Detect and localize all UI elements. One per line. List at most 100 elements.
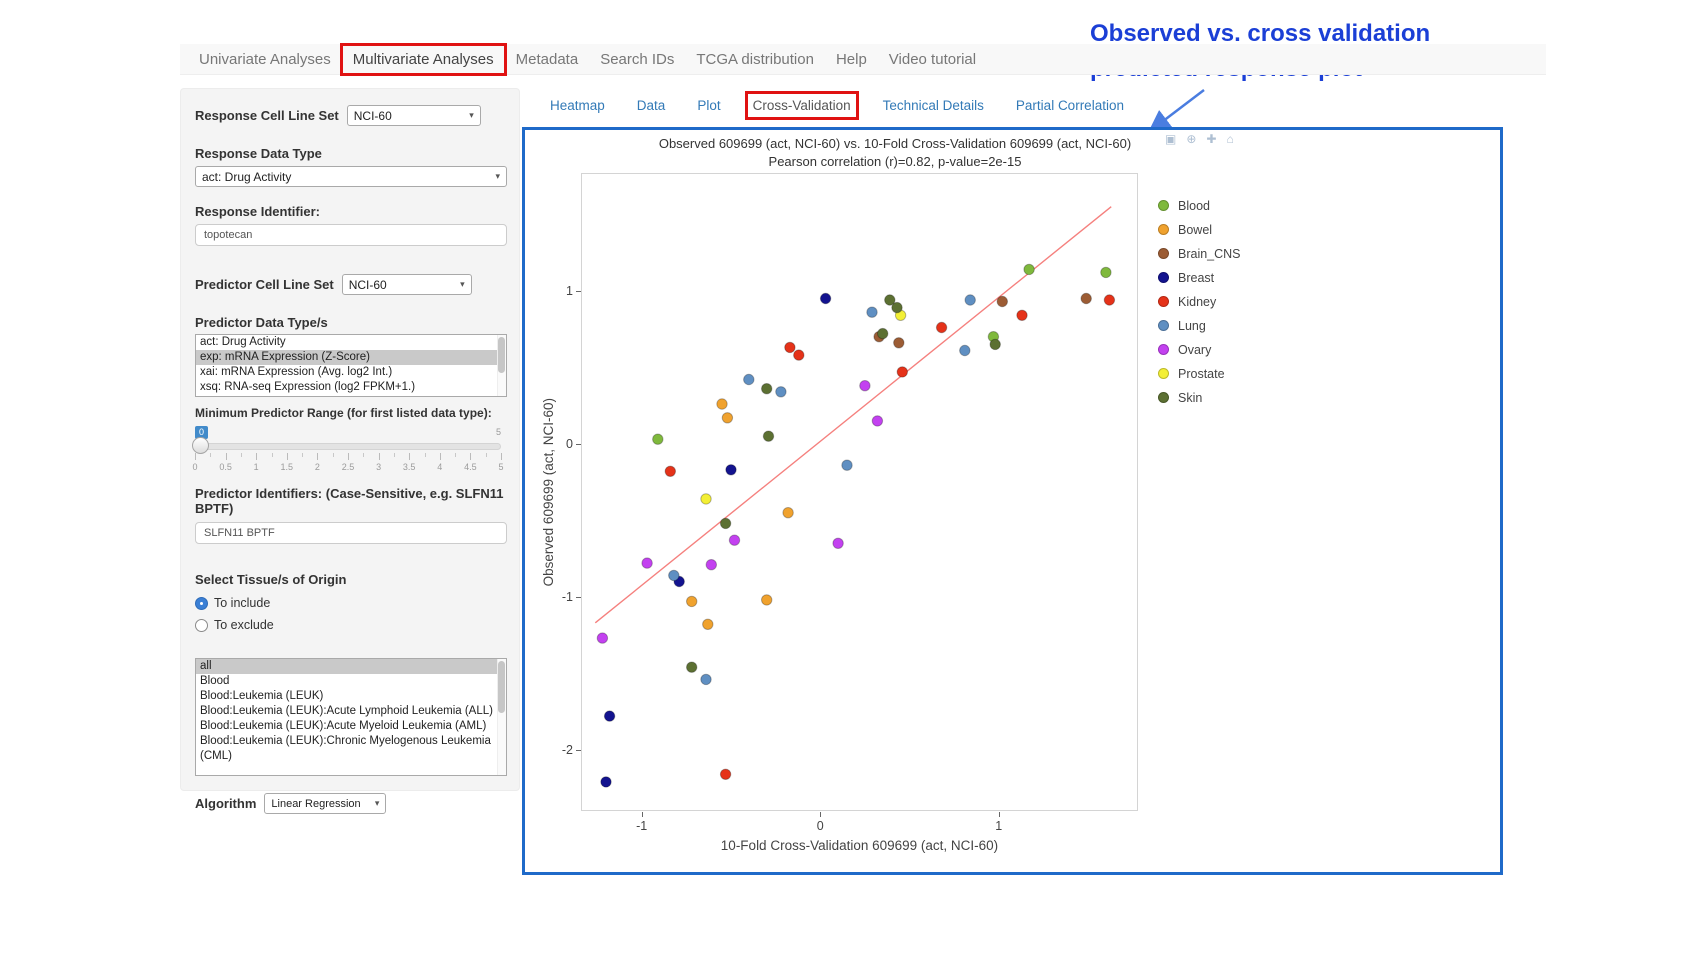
legend-item-prostate[interactable]: Prostate: [1158, 364, 1241, 383]
data-point-breast[interactable]: [725, 464, 737, 476]
zoom-icon[interactable]: ⊕: [1186, 132, 1197, 146]
legend-item-ovary[interactable]: Ovary: [1158, 340, 1241, 359]
list-option-exp-mrna-expression-z-score[interactable]: exp: mRNA Expression (Z-Score): [196, 350, 506, 365]
list-option-xsq-rna-seq-expression-log2-fpkm-1[interactable]: xsq: RNA-seq Expression (log2 FPKM+1.): [200, 381, 416, 393]
data-point-skin[interactable]: [884, 294, 896, 306]
list-option-blood-leukemia-leuk-acute-myeloid-leukemia-aml[interactable]: Blood:Leukemia (LEUK):Acute Myeloid Leuk…: [200, 720, 487, 732]
data-point-lung[interactable]: [743, 373, 755, 386]
nav-item-search-ids[interactable]: Search IDs: [600, 50, 675, 68]
tab-heatmap[interactable]: Heatmap: [550, 98, 605, 113]
radio-to-include[interactable]: To include: [195, 596, 505, 610]
nav-item-tcga-distribution[interactable]: TCGA distribution: [696, 50, 814, 68]
data-point-lung[interactable]: [866, 306, 878, 318]
data-point-kidney[interactable]: [719, 768, 732, 780]
data-point-bowel[interactable]: [782, 507, 794, 519]
radio-button-icon[interactable]: [195, 596, 208, 610]
nav-item-univariate-analyses[interactable]: Univariate Analyses: [199, 50, 331, 68]
legend-item-kidney[interactable]: Kidney: [1158, 292, 1241, 311]
scrollbar[interactable]: [497, 335, 506, 396]
data-point-skin[interactable]: [989, 338, 1001, 351]
data-point-kidney[interactable]: [664, 465, 677, 477]
data-point-bowel[interactable]: [761, 594, 773, 606]
tissue-list[interactable]: all Blood Blood:Leukemia (LEUK) Blood:Leuke…: [195, 658, 507, 776]
nav-item-multivariate-analyses[interactable]: Multivariate Analyses: [339, 42, 507, 76]
data-point-kidney[interactable]: [1103, 294, 1116, 306]
legend-item-blood[interactable]: Blood: [1158, 196, 1241, 215]
slider-handle[interactable]: [192, 437, 209, 454]
data-point-ovary[interactable]: [705, 559, 718, 571]
predictor-data-type-list[interactable]: act: Drug Activity exp: mRNA Expression (…: [195, 334, 507, 397]
scrollbar-thumb[interactable]: [498, 337, 505, 373]
data-point-breast[interactable]: [603, 710, 616, 722]
nav-item-metadata[interactable]: Metadata: [515, 50, 579, 68]
list-option-blood[interactable]: Blood: [200, 675, 230, 687]
data-point-brain-cns[interactable]: [1080, 292, 1092, 305]
response-cell-line-set-select[interactable]: NCI-60 ▾: [346, 105, 481, 126]
data-point-lung[interactable]: [964, 294, 976, 306]
camera-icon[interactable]: ▣: [1165, 132, 1177, 146]
data-point-breast[interactable]: [600, 776, 612, 788]
data-point-lung[interactable]: [959, 344, 971, 357]
plot-panel[interactable]: [581, 173, 1138, 811]
scrollbar-thumb[interactable]: [498, 661, 505, 713]
slider-track[interactable]: [195, 443, 501, 450]
data-point-ovary[interactable]: [871, 415, 884, 427]
min-predictor-range-slider[interactable]: 0 5 0 0.5 1 1.5 2 2.5 3 3.5 4 4.5 5: [192, 426, 504, 474]
nav-item-help[interactable]: Help: [835, 50, 867, 68]
list-option-act-drug-activity[interactable]: act: Drug Activity: [200, 336, 286, 348]
legend-item-bowel[interactable]: Bowel: [1158, 220, 1241, 239]
data-point-kidney[interactable]: [1016, 309, 1028, 322]
data-point-lung[interactable]: [668, 569, 680, 582]
data-point-lung[interactable]: [841, 459, 853, 471]
data-point-kidney[interactable]: [793, 349, 805, 361]
data-point-kidney[interactable]: [784, 341, 796, 354]
data-point-blood[interactable]: [1023, 263, 1035, 276]
data-point-bowel[interactable]: [686, 595, 698, 608]
data-point-bowel[interactable]: [716, 398, 728, 410]
data-point-ovary[interactable]: [728, 534, 741, 546]
data-point-ovary[interactable]: [641, 557, 653, 569]
radio-button-icon[interactable]: [195, 618, 208, 632]
list-option-blood-leukemia-leuk[interactable]: Blood:Leukemia (LEUK): [200, 690, 324, 702]
data-point-bowel[interactable]: [721, 412, 734, 424]
algorithm-select[interactable]: Linear Regression ▾: [264, 793, 387, 814]
data-point-skin[interactable]: [686, 661, 698, 673]
pan-icon[interactable]: ✚: [1206, 132, 1217, 146]
response-data-type-select[interactable]: act: Drug Activity ▾: [195, 166, 507, 187]
data-point-ovary[interactable]: [832, 537, 844, 549]
list-option-all[interactable]: all: [196, 659, 506, 674]
predictor-identifiers-input[interactable]: [195, 522, 507, 544]
data-point-brain-cns[interactable]: [893, 337, 905, 349]
data-point-skin[interactable]: [762, 430, 775, 442]
data-point-blood[interactable]: [1100, 266, 1112, 279]
tab-data[interactable]: Data: [636, 98, 666, 113]
data-point-bowel[interactable]: [702, 618, 714, 630]
data-point-lung[interactable]: [775, 386, 787, 398]
legend-item-breast[interactable]: Breast: [1158, 268, 1241, 287]
data-point-ovary[interactable]: [859, 380, 871, 392]
tab-plot[interactable]: Plot: [697, 98, 721, 113]
scatter-plot[interactable]: [581, 173, 1138, 811]
predictor-cell-line-set-select[interactable]: NCI-60 ▾: [341, 274, 472, 295]
data-point-breast[interactable]: [819, 292, 832, 305]
tab-cross-validation[interactable]: Cross-Validation: [744, 91, 859, 120]
nav-item-video-tutorial[interactable]: Video tutorial: [888, 50, 977, 68]
response-identifier-input[interactable]: [195, 224, 507, 246]
tab-partial-correlation[interactable]: Partial Correlation: [1015, 98, 1124, 113]
data-point-skin[interactable]: [761, 383, 773, 395]
data-point-kidney[interactable]: [935, 321, 948, 334]
tab-technical-details[interactable]: Technical Details: [882, 98, 984, 113]
data-point-skin[interactable]: [891, 301, 903, 314]
list-option-xai-mrna-expression-avg-log2-int[interactable]: xai: mRNA Expression (Avg. log2 Int.): [200, 366, 393, 378]
scrollbar[interactable]: [497, 659, 506, 775]
data-point-skin[interactable]: [877, 327, 889, 340]
data-point-skin[interactable]: [719, 517, 732, 530]
data-point-brain-cns[interactable]: [996, 295, 1008, 308]
list-option-blood-leukemia-leuk-acute-lymphoid-leukemia-all[interactable]: Blood:Leukemia (LEUK):Acute Lymphoid Leu…: [200, 705, 493, 717]
legend-item-brain-cns[interactable]: Brain_CNS: [1158, 244, 1241, 263]
data-point-lung[interactable]: [700, 673, 712, 686]
data-point-ovary[interactable]: [596, 632, 609, 644]
radio-to-exclude[interactable]: To exclude: [195, 618, 505, 632]
home-icon[interactable]: ⌂: [1226, 132, 1234, 146]
data-point-prostate[interactable]: [700, 493, 712, 505]
